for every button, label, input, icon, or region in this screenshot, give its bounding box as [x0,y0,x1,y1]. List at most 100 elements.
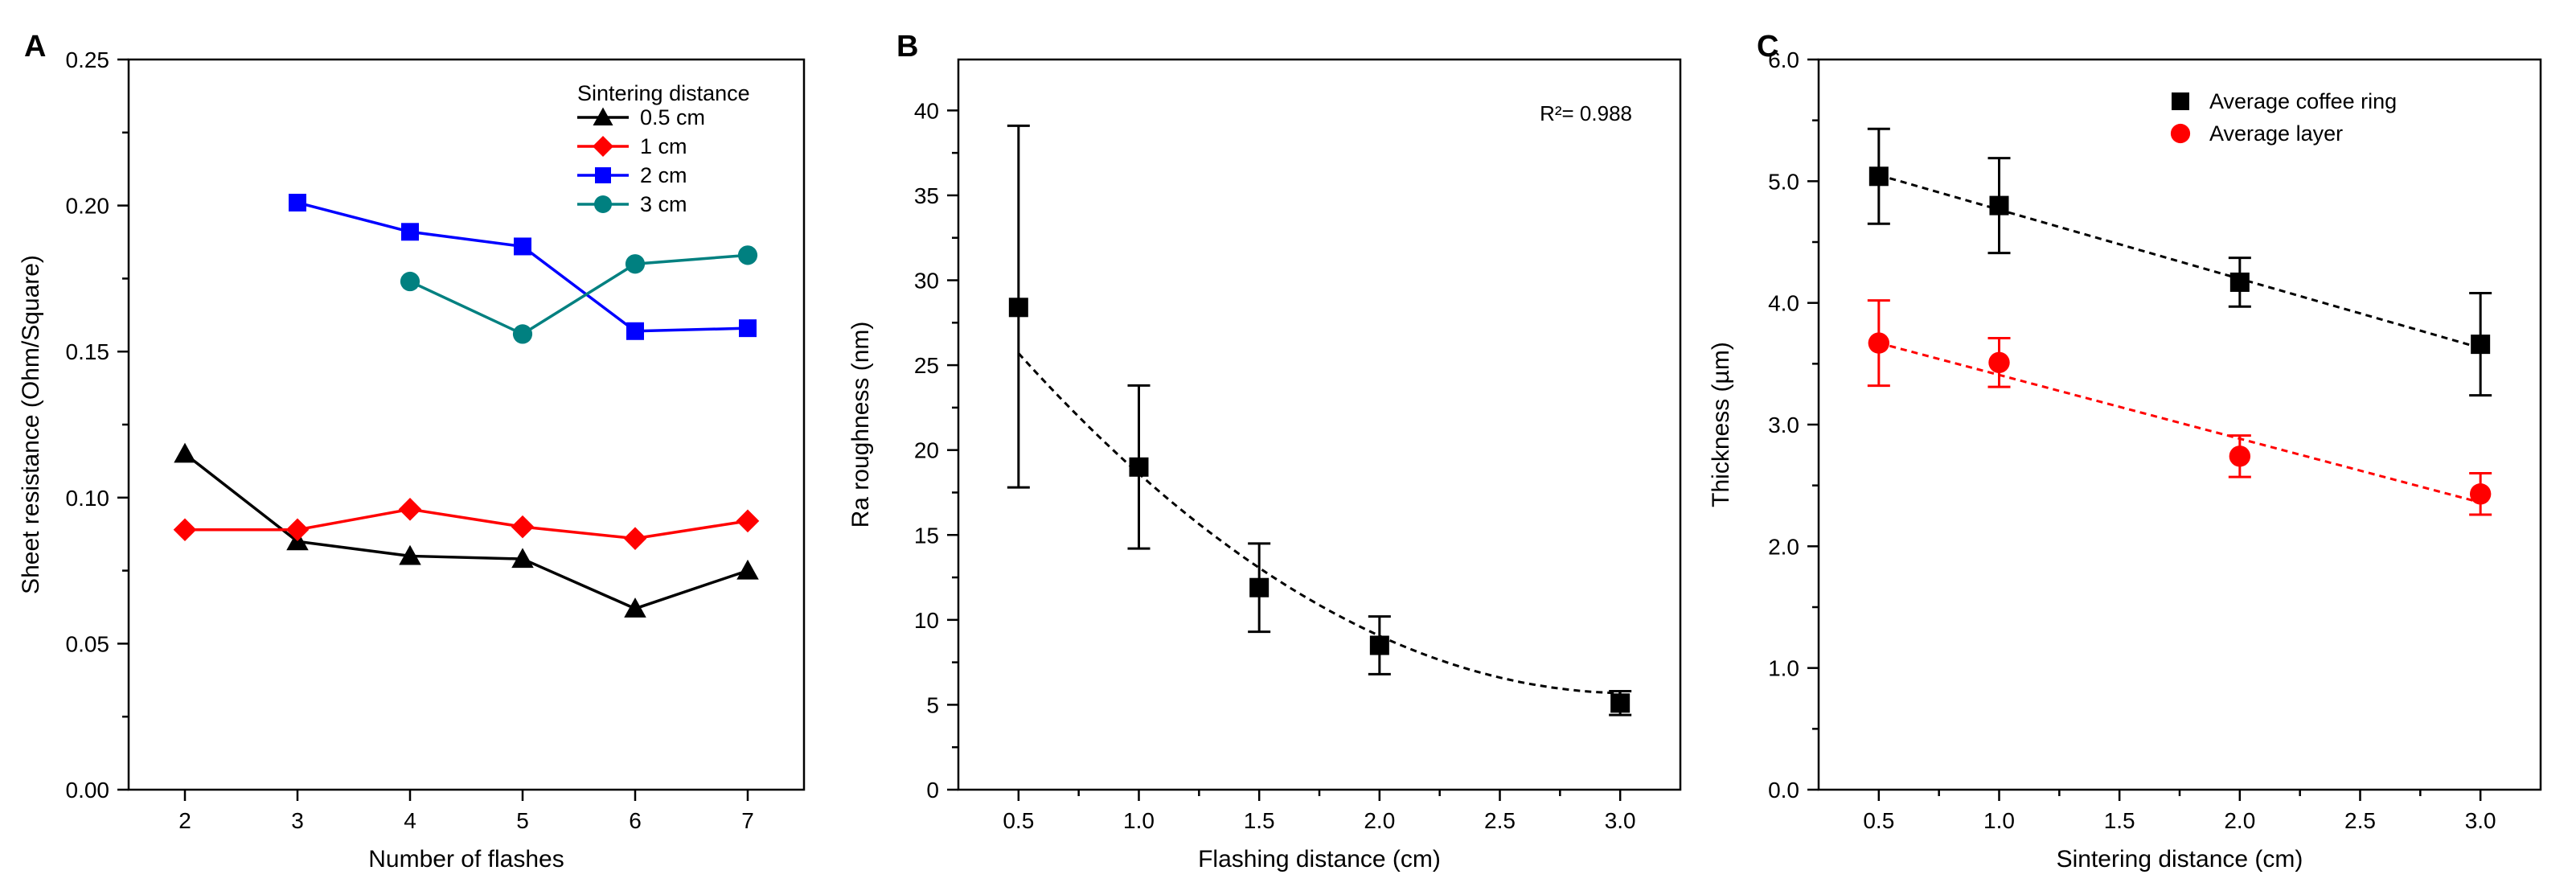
legend-title: Sintering distance [577,81,750,105]
legend-label-1: Average layer [2209,121,2343,146]
data-point-series-0 [2471,335,2491,355]
data-point-series-0 [1989,195,2009,216]
y-tick-label: 0.25 [66,47,110,72]
x-tick-label: 2.5 [2344,808,2376,833]
panel-letter-a: A [24,30,46,64]
x-tick-label: 0.5 [1003,808,1034,833]
y-tick-label: 0.20 [66,194,110,219]
y-axis-label: Sheet resistance (Ohm/Square) [18,255,44,594]
y-tick-label: 40 [914,98,939,123]
legend-marker-2 [595,167,611,183]
y-tick-label: 0.05 [66,631,110,656]
series-line-1 [185,507,749,540]
y-tick-label: 25 [914,353,939,378]
legend-label-2: 2 cm [640,163,687,187]
x-tick-label: 0.5 [1863,808,1894,833]
data-point-series-1 [285,518,310,542]
y-tick-label: 35 [914,183,939,208]
data-point-series-1 [2469,483,2492,505]
series-0 [1867,127,2492,397]
x-tick-label: 5 [516,808,529,833]
y-tick-label: 10 [914,608,939,633]
legend-marker-0 [593,107,613,125]
data-point-series-0 [1129,457,1149,477]
legend: Average coffee ring Average layer [2170,89,2397,146]
x-tick-label: 2.5 [1484,808,1516,833]
data-point-series-2 [626,322,644,340]
y-tick-label: 20 [914,438,939,463]
legend-marker-1 [593,136,613,157]
data-point-series-2 [739,319,757,338]
panel-b: B 0.5 1.0 1.5 2.0 2.5 3.0 0 5 10 15 20 25 30 35 40 Flash… [847,30,1682,873]
data-point-series-1 [736,509,760,533]
x-tick-label: 6 [629,808,642,833]
x-tick-label: 3.0 [2465,808,2496,833]
fit-line-series-1 [1878,342,2481,504]
x-tick-label: 4 [404,808,416,833]
data-point-series-2 [289,193,306,211]
y-axis-label: Thickness (µm) [1708,342,1734,507]
y-tick-label: 30 [914,269,939,294]
data-point-series-3 [625,254,646,274]
legend-label-0: Average coffee ring [2209,89,2397,113]
legend-label-1: 1 cm [640,134,687,158]
data-point-series-1 [398,498,422,521]
series-0 [1007,124,1632,716]
y-tick-label: 4.0 [1768,291,1799,316]
x-tick-label: 1.0 [1983,808,2015,833]
x-axis-label: Sintering distance (cm) [2057,846,2303,873]
x-tick-label: 1.5 [1244,808,1275,833]
data-point-series-2 [514,237,531,256]
panel-letter-b: B [896,30,918,64]
series-line-2 [297,201,749,333]
x-tick-label: 2 [178,808,191,833]
x-tick-label: 2.0 [1364,808,1395,833]
x-axis-label: Number of flashes [368,846,564,873]
data-point-series-0 [736,559,759,580]
data-point-series-1 [1988,351,2010,374]
x-tick-label: 3 [291,808,304,833]
data-point-series-1 [511,515,535,539]
y-tick-label: 0.10 [66,486,110,511]
x-tick-label: 2.0 [2224,808,2255,833]
x-tick-label: 3.0 [1605,808,1636,833]
data-point-series-0 [1868,166,1889,187]
x-tick-label: 7 [741,808,754,833]
data-point-series-0 [1008,298,1028,318]
y-tick-label: 0 [926,778,939,803]
data-point-series-0 [1249,577,1270,597]
data-point-series-3 [400,271,420,292]
legend-marker-0 [2172,92,2189,110]
data-point-series-0 [511,548,534,569]
x-axis-label: Flashing distance (cm) [1198,846,1441,873]
data-point-series-0 [1610,693,1631,713]
y-tick-label: 3.0 [1768,413,1799,437]
y-tick-label: 15 [914,523,939,548]
y-tick-label: 0.15 [66,339,110,364]
plot-frame [957,58,1682,791]
fit-line-series-0 [1878,174,2481,350]
series-line-3 [409,253,749,336]
series-line-0 [183,452,749,610]
y-tick-label: 5 [926,692,939,717]
data-point-series-0 [1369,635,1389,655]
data-point-series-1 [173,518,197,542]
r-squared-annotation: R²= 0.988 [1540,101,1632,125]
series-2 [289,193,757,340]
plot-frame [1817,58,2542,791]
y-axis-label: Ra roughness (nm) [847,322,874,528]
x-tick-label: 1.5 [2104,808,2135,833]
data-point-series-3 [737,245,758,265]
y-tick-label: 0.0 [1768,778,1799,803]
series-3 [400,245,758,344]
y-tick-label: 2.0 [1768,534,1799,559]
plot-frame [127,58,806,791]
y-tick-label: 6.0 [1768,47,1799,72]
legend-label-0: 0.5 cm [640,105,705,129]
data-point-series-2 [401,223,419,241]
y-tick-label: 0.00 [66,778,110,803]
series-1 [173,498,760,550]
series-0 [174,442,759,618]
